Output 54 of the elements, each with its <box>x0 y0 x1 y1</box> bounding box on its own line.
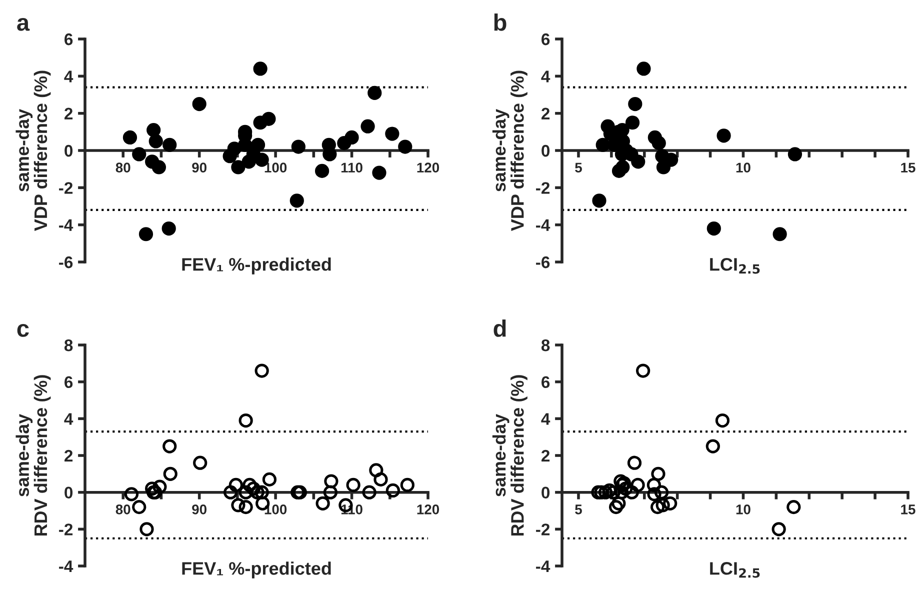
y-axis-title: same-day RDV difference (%) <box>492 375 528 536</box>
y-tick-label: 2 <box>64 108 73 120</box>
y-tick-label: 2 <box>64 450 73 462</box>
y-tick-label: 6 <box>542 33 550 46</box>
chart-title: d <box>494 320 506 337</box>
y-tick-label: -4 <box>59 560 74 572</box>
y-tick-label: -6 <box>536 256 550 268</box>
y-tick-label: 8 <box>64 339 73 352</box>
x-axis-title: FEV₁ %-predicted <box>182 258 331 274</box>
x-tick-label: 10 <box>736 504 750 514</box>
y-tick-label: 0 <box>64 486 73 499</box>
y-tick-label: -4 <box>536 560 550 572</box>
x-tick-label: 5 <box>575 162 582 173</box>
y-tick-label: 6 <box>542 376 550 388</box>
chart-title: b <box>494 14 506 31</box>
y-tick-label: 0 <box>64 144 73 157</box>
x-axis-title: LCI$_{2.5}$ <box>710 562 760 578</box>
x-tick-label: 5 <box>575 504 582 514</box>
y-tick-label: -2 <box>536 182 550 194</box>
x-tick-label: 120 <box>417 504 440 514</box>
y-tick-label: -4 <box>59 219 74 231</box>
y-tick-label: 6 <box>64 376 73 388</box>
y-tick-label: 4 <box>64 70 74 82</box>
y-tick-label: 4 <box>64 413 74 425</box>
y-tick-label: 8 <box>541 339 550 352</box>
y-axis-title: same-day RDV difference (%) <box>16 375 51 536</box>
y-tick-label: 6 <box>64 33 73 46</box>
chart-title: a <box>17 18 30 31</box>
y-tick-label: 2 <box>542 450 550 462</box>
x-axis-title: FEV₁ %-predicted <box>182 562 331 578</box>
x-tick-label: 80 <box>116 504 130 514</box>
y-tick-label: -2 <box>59 182 73 194</box>
x-tick-label: 15 <box>901 504 916 514</box>
x-tick-label: 120 <box>417 162 440 173</box>
y-tick-label: -6 <box>59 256 73 268</box>
x-tick-label: 90 <box>192 162 206 173</box>
y-tick-label: 0 <box>542 144 550 157</box>
y-tick-label: -2 <box>536 524 550 536</box>
x-tick-label: 80 <box>116 162 130 173</box>
chart-title: c <box>17 324 29 337</box>
y-tick-label: 4 <box>541 413 550 425</box>
x-tick-label: 10 <box>736 162 750 173</box>
y-tick-label: -4 <box>536 219 550 231</box>
y-tick-label: 0 <box>542 486 550 499</box>
y-tick-label: 2 <box>542 108 550 120</box>
y-tick-label: 4 <box>541 70 550 82</box>
x-tick-label: 110 <box>341 162 362 173</box>
x-tick-label: 100 <box>264 162 287 173</box>
x-axis-title: LCI$_{2.5}$ <box>710 258 760 274</box>
y-tick-label: -2 <box>59 524 73 536</box>
y-axis-title: same-day VDP difference (%) <box>16 70 51 231</box>
y-axis-title: same-day VDP difference (%) <box>492 70 528 231</box>
x-tick-label: 90 <box>192 504 206 514</box>
x-tick-label: 15 <box>901 162 916 173</box>
